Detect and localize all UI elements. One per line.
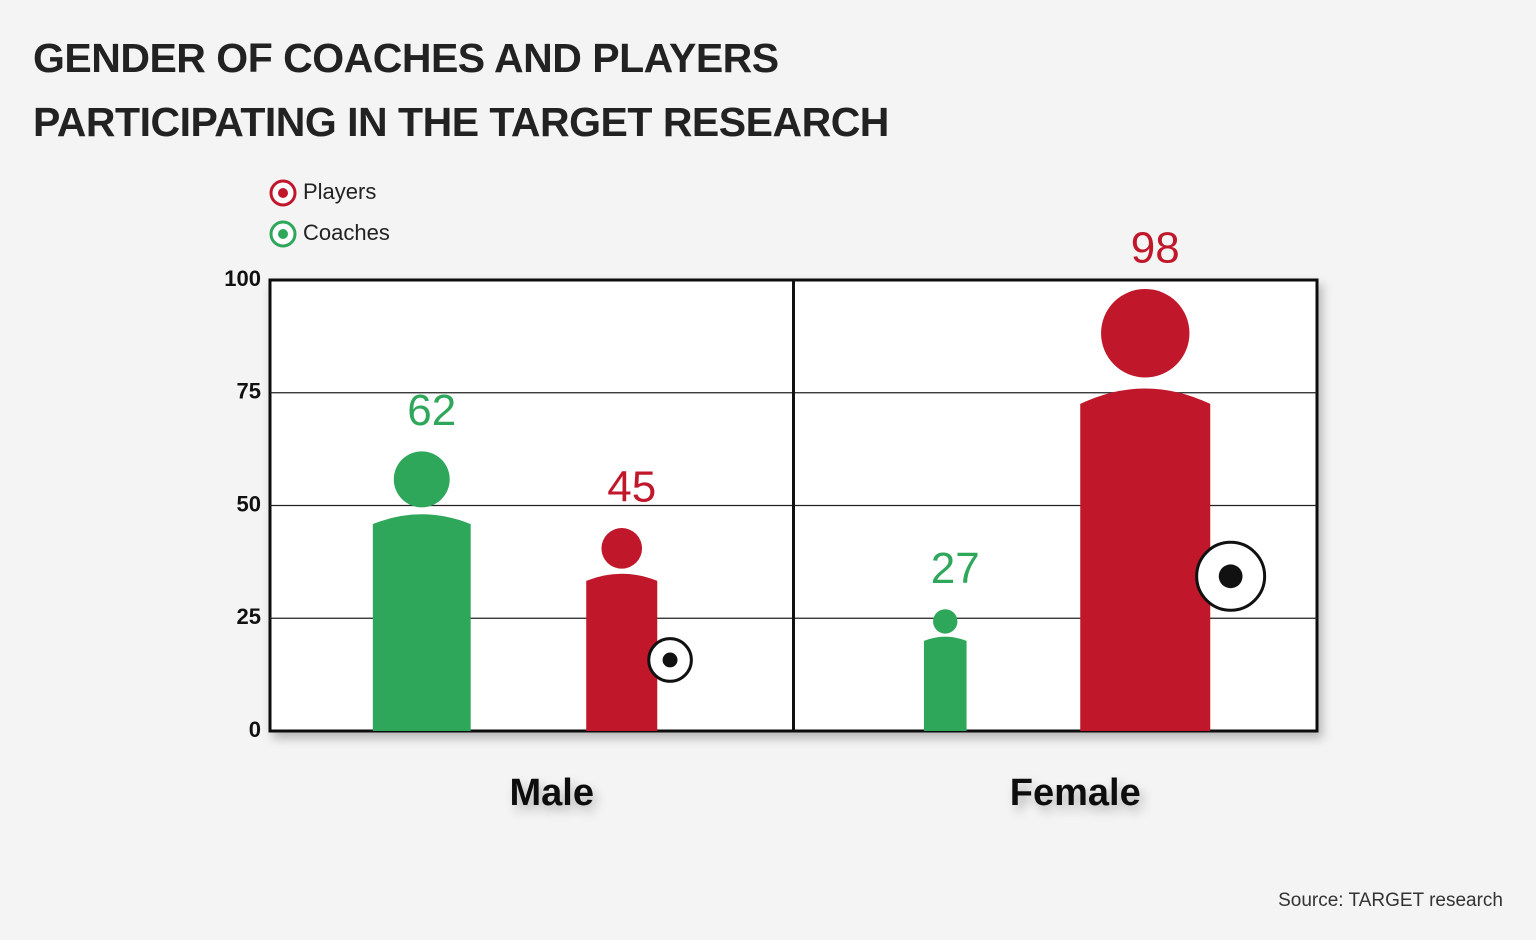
ball-patch — [662, 652, 678, 668]
data-label: 45 — [607, 463, 656, 512]
data-label: 62 — [407, 386, 456, 435]
y-tick-label: 75 — [237, 379, 261, 404]
data-label: 27 — [931, 544, 980, 593]
figure — [586, 528, 658, 731]
x-tick-label: Male — [510, 772, 594, 814]
y-tick-label: 50 — [237, 491, 261, 516]
figure — [372, 451, 471, 731]
legend-icon — [278, 188, 288, 198]
y-tick-label: 100 — [224, 266, 261, 291]
y-tick-label: 25 — [237, 604, 261, 629]
y-tick-label: 0 — [249, 717, 261, 742]
figure — [1080, 288, 1211, 731]
legend-label: Coaches — [303, 220, 390, 245]
x-tick-label: Female — [1010, 772, 1141, 814]
chart-title: GENDER OF COACHES AND PLAYERS PARTICIPAT… — [33, 35, 889, 145]
ball-patch — [1218, 564, 1243, 589]
legend-icon — [278, 229, 288, 239]
source-note: Source: TARGET research — [1278, 890, 1503, 911]
legend-label: Players — [303, 179, 376, 204]
figure — [923, 609, 967, 731]
data-label: 98 — [1131, 224, 1180, 273]
